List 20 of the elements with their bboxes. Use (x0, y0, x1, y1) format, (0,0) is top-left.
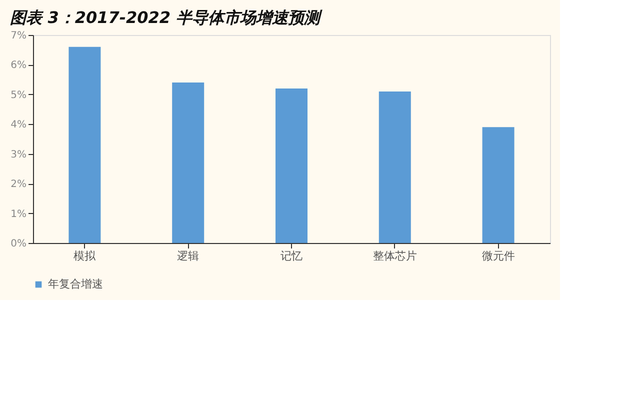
bar (276, 88, 308, 243)
legend-label: 年复合增速 (48, 278, 103, 290)
x-tick-label: 微元件 (482, 250, 515, 262)
y-tick-label: 3% (10, 149, 26, 160)
y-tick-label: 6% (10, 60, 26, 72)
x-tick-label: 整体芯片 (372, 250, 417, 262)
y-tick-label: 4% (10, 120, 26, 131)
x-tick-label: 记忆 (280, 250, 302, 262)
x-tick-label: 逻辑 (177, 250, 200, 262)
chart-title: 图表 3：2017-2022 半导体市场增速预测 (10, 8, 324, 27)
y-tick-label: 0% (10, 238, 26, 250)
bar (482, 127, 514, 243)
y-tick-label: 7% (10, 30, 26, 42)
y-tick-label: 1% (10, 208, 26, 220)
y-tick-label: 5% (10, 90, 26, 101)
bar (378, 91, 411, 243)
x-tick-label: 模拟 (74, 250, 97, 262)
bar (172, 82, 204, 243)
bar (68, 46, 101, 243)
y-tick-label: 2% (10, 179, 26, 190)
